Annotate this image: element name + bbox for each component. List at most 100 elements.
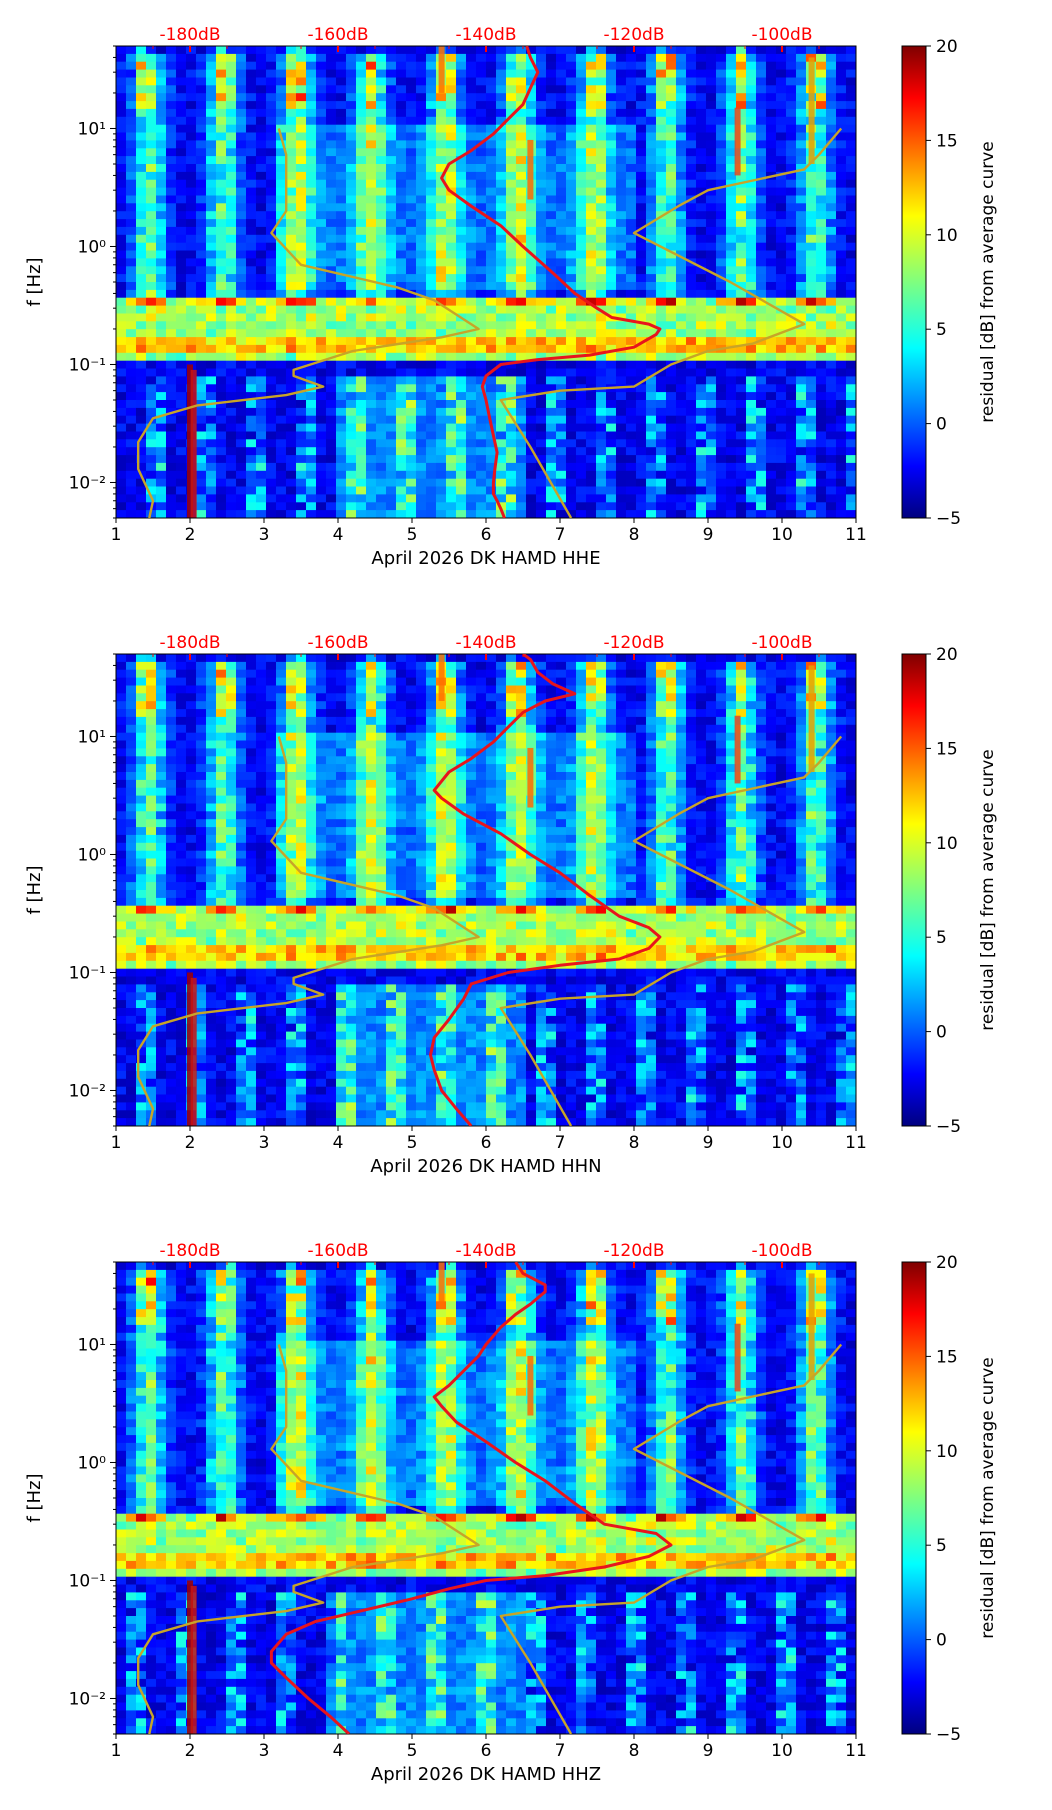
spectrogram-cell <box>806 306 817 315</box>
spectrogram-cell <box>366 369 377 378</box>
spectrogram-cell <box>176 416 187 425</box>
spectrogram-cell <box>836 219 847 228</box>
spectrogram-cell <box>116 756 127 765</box>
spectrogram-cell <box>116 251 127 260</box>
spectrogram-cell <box>686 306 697 315</box>
spectrogram-cell <box>616 258 627 267</box>
spectrogram-cell <box>286 306 297 315</box>
spectrogram-cell <box>166 455 177 464</box>
spectrogram-cell <box>616 85 627 94</box>
spectrogram-cell <box>706 211 717 220</box>
spectrogram-cell <box>696 321 707 330</box>
spectrogram-cell <box>696 487 707 496</box>
spectrogram-cell <box>266 369 277 378</box>
spectrogram-cell <box>636 432 647 441</box>
spectrogram-cell <box>356 93 367 102</box>
spectrogram-cell <box>826 101 837 110</box>
spectrogram-cell <box>586 85 597 94</box>
spectrogram-cell <box>696 306 707 315</box>
spectrogram-cell <box>246 408 257 417</box>
spectrogram-cell <box>646 494 657 503</box>
spectrogram-cell <box>766 290 777 299</box>
spectrogram-cell <box>626 463 637 472</box>
spectrogram-cell <box>146 764 157 773</box>
spectrogram-cell <box>156 361 167 370</box>
spectrogram-cell <box>326 400 337 409</box>
spectrogram-cell <box>846 376 857 385</box>
spectrogram-cell <box>156 298 167 307</box>
spectrogram-cell <box>306 211 317 220</box>
spectrogram-cell <box>696 243 707 252</box>
spectrogram-cell <box>226 369 237 378</box>
spectrogram-cell <box>586 463 597 472</box>
spectrogram-cell <box>656 510 667 518</box>
spectrogram-cell <box>706 329 717 338</box>
spectrogram-cell <box>406 298 417 307</box>
spectrogram-cell <box>126 432 137 441</box>
spectrogram-cell <box>116 898 127 907</box>
spectrogram-cell <box>336 494 347 503</box>
spectrogram-cell <box>166 1063 177 1072</box>
spectrogram-cell <box>646 290 657 299</box>
spectrogram-cell <box>456 180 467 189</box>
spectrogram-cell <box>216 140 227 149</box>
spectrogram-cell <box>766 471 777 480</box>
spectrogram-cell <box>466 219 477 228</box>
spectrogram-cell <box>546 46 557 55</box>
spectrogram-cell <box>376 251 387 260</box>
spectrogram-cell <box>166 1095 177 1104</box>
spectrogram-cell <box>166 180 177 189</box>
spectrogram-cell <box>566 392 577 401</box>
spectrogram-cell <box>396 510 407 518</box>
spectrogram-cell <box>166 447 177 456</box>
spectrogram-cell <box>146 725 157 734</box>
spectrogram-cell <box>536 408 547 417</box>
spectrogram-cell <box>486 156 497 165</box>
spectrogram-cell <box>696 203 707 212</box>
spectrogram-cell <box>596 211 607 220</box>
spectrogram-cell <box>226 447 237 456</box>
spectrogram-cell <box>216 172 227 181</box>
spectrogram-cell <box>566 424 577 433</box>
spectrogram-cell <box>776 502 787 511</box>
spectrogram-cell <box>266 266 277 275</box>
spectrogram-cell <box>506 70 517 79</box>
spectrogram-cell <box>236 424 247 433</box>
spectrogram-cell <box>576 369 587 378</box>
spectrogram-cell <box>596 447 607 456</box>
spectrogram-cell <box>576 140 587 149</box>
spectrogram-cell <box>476 345 487 354</box>
spectrogram-cell <box>146 117 157 126</box>
spectrogram-cell <box>146 859 157 868</box>
spectrogram-cell <box>356 353 367 362</box>
spectrogram-cell <box>396 219 407 228</box>
spectrogram-cell <box>186 306 197 315</box>
spectrogram-cell <box>756 439 767 448</box>
spectrogram-cell <box>536 46 547 55</box>
spectrogram-cell <box>226 235 237 244</box>
spectrogram-cell <box>726 329 737 338</box>
spectrogram-cell <box>316 455 327 464</box>
spectrogram-cell <box>676 447 687 456</box>
spectrogram-cell <box>266 502 277 511</box>
spectrogram-cell <box>446 321 457 330</box>
spectrogram-cell <box>826 345 837 354</box>
spectrogram-cell <box>186 796 197 805</box>
spectrogram-cell <box>436 510 447 518</box>
spectrogram-cell <box>126 101 137 110</box>
spectrogram-cell <box>166 686 177 695</box>
spectrogram-cell <box>606 156 617 165</box>
spectrogram-cell <box>346 494 357 503</box>
spectrogram-cell <box>126 314 137 323</box>
spectrogram-cell <box>706 235 717 244</box>
spectrogram-cell <box>196 321 207 330</box>
spectrogram-cell <box>436 101 447 110</box>
spectrogram-cell <box>346 54 357 63</box>
spectrogram-cell <box>556 140 567 149</box>
spectrogram-cell <box>306 125 317 134</box>
spectrogram-cell <box>126 196 137 205</box>
spectrogram-cell <box>136 678 147 687</box>
spectrogram-cell <box>676 400 687 409</box>
spectrogram-cell <box>176 1118 187 1127</box>
spectrogram-cell <box>156 835 167 844</box>
